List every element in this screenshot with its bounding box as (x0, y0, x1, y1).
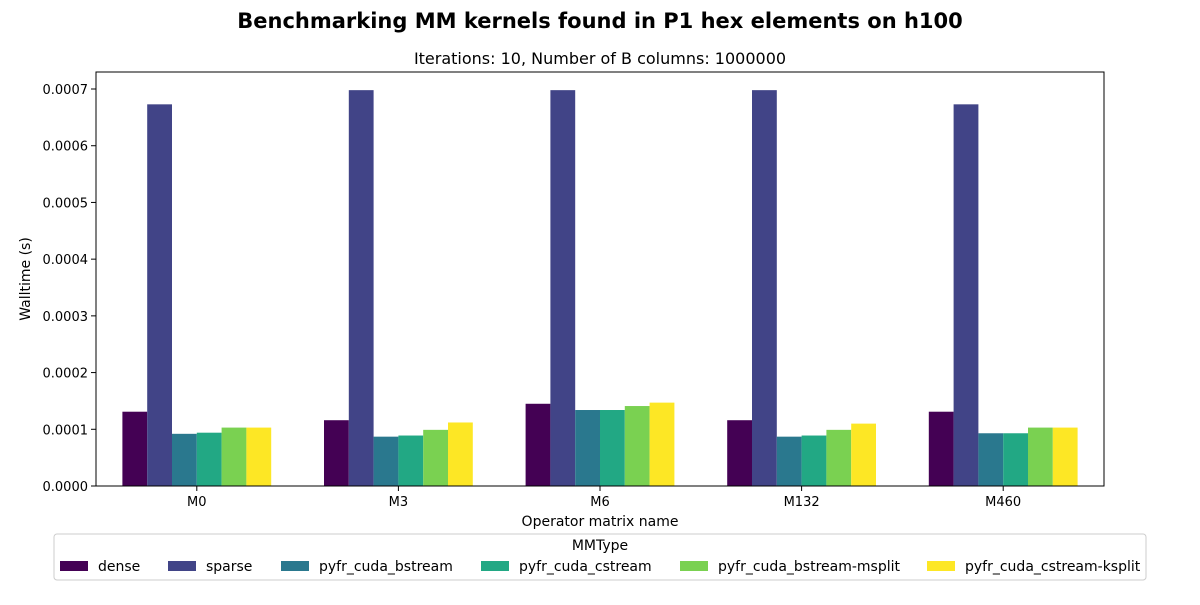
y-tick-label: 0.0003 (43, 310, 89, 325)
y-axis-label: Walltime (s) (18, 237, 34, 321)
bars-group (122, 90, 1078, 487)
legend-frame (53, 533, 1147, 581)
bar-pyfr_cuda_bstream-M132 (776, 436, 802, 486)
legend-swatch-dense (60, 561, 88, 571)
bar-sparse-M460 (953, 104, 979, 486)
y-tick-label: 0.0000 (43, 480, 89, 495)
plot-frame (95, 71, 1105, 487)
bar-sparse-M6 (550, 90, 576, 487)
bar-pyfr_cuda_bstream-msplit-M0 (221, 427, 247, 486)
bar-dense-M6 (525, 403, 551, 486)
legend: MMType dense sparse pyfr_cuda_bstream pyfr_… (53, 533, 1147, 581)
bar-dense-M132 (727, 420, 752, 486)
bar-pyfr_cuda_cstream-M3 (398, 435, 424, 486)
bar-dense-M3 (324, 420, 349, 486)
bar-pyfr_cuda_cstream-M460 (1003, 433, 1028, 486)
legend-label-pyfr_cuda_bstream-msplit: pyfr_cuda_bstream-msplit (718, 559, 900, 575)
legend-swatch-pyfr_cuda_bstream (281, 561, 309, 571)
x-tick-label: M3 (389, 495, 409, 510)
bar-pyfr_cuda_cstream-M6 (600, 410, 625, 486)
bar-pyfr_cuda_cstream-M0 (196, 432, 222, 486)
bar-pyfr_cuda_bstream-M3 (373, 436, 399, 486)
legend-swatch-sparse (168, 561, 196, 571)
legend-label-dense: dense (98, 559, 140, 575)
legend-label-pyfr_cuda_bstream: pyfr_cuda_bstream (319, 559, 453, 575)
x-axis-label: Operator matrix name (522, 514, 679, 530)
x-axis: M0 M3 M6 M132 M460 (187, 486, 1021, 510)
bar-pyfr_cuda_bstream-M6 (575, 410, 600, 486)
bar-pyfr_cuda_cstream-ksplit-M132 (851, 423, 876, 486)
bar-sparse-M3 (348, 90, 374, 487)
x-tick-label: M132 (784, 495, 820, 510)
bar-pyfr_cuda_bstream-M460 (978, 433, 1004, 486)
x-tick-label: M6 (590, 495, 610, 510)
x-tick-label: M0 (187, 495, 207, 510)
legend-label-pyfr_cuda_cstream-ksplit: pyfr_cuda_cstream-ksplit (965, 559, 1141, 575)
chart-subtitle: Iterations: 10, Number of B columns: 100… (414, 49, 786, 68)
bar-dense-M460 (928, 411, 954, 486)
y-tick-label: 0.0001 (43, 423, 89, 438)
y-tick-label: 0.0006 (43, 140, 89, 155)
x-tick-label: M460 (985, 495, 1021, 510)
bar-pyfr_cuda_bstream-msplit-M3 (423, 429, 448, 486)
bar-pyfr_cuda_cstream-ksplit-M460 (1052, 427, 1078, 486)
bar-pyfr_cuda_cstream-ksplit-M0 (246, 427, 272, 486)
chart-title: Benchmarking MM kernels found in P1 hex … (237, 9, 962, 33)
legend-items: dense sparse pyfr_cuda_bstream pyfr_cuda_cs… (60, 559, 1141, 575)
legend-title: MMType (572, 538, 628, 554)
y-tick-label: 0.0005 (43, 196, 89, 211)
y-tick-label: 0.0002 (43, 367, 89, 382)
bar-dense-M0 (122, 411, 148, 486)
bar-pyfr_cuda_bstream-msplit-M460 (1028, 427, 1053, 486)
y-tick-label: 0.0004 (43, 253, 89, 268)
bar-sparse-M0 (147, 104, 172, 486)
bar-sparse-M132 (752, 90, 777, 487)
bar-pyfr_cuda_cstream-ksplit-M6 (649, 402, 675, 486)
bar-pyfr_cuda_cstream-ksplit-M3 (448, 422, 473, 486)
bar-pyfr_cuda_bstream-msplit-M6 (624, 406, 650, 486)
legend-label-pyfr_cuda_cstream: pyfr_cuda_cstream (519, 559, 652, 575)
bar-pyfr_cuda_bstream-M0 (172, 433, 197, 486)
bar-pyfr_cuda_cstream-M132 (801, 435, 827, 486)
legend-label-sparse: sparse (206, 559, 252, 575)
y-axis: 0.0000 0.0001 0.0002 0.0003 0.0004 0.0005 0.00… (43, 83, 96, 495)
bar-pyfr_cuda_bstream-msplit-M132 (826, 429, 852, 486)
legend-swatch-pyfr_cuda_cstream (481, 561, 509, 571)
legend-swatch-pyfr_cuda_cstream-ksplit (927, 561, 955, 571)
legend-swatch-pyfr_cuda_bstream-msplit (680, 561, 708, 571)
y-tick-label: 0.0007 (43, 83, 89, 98)
